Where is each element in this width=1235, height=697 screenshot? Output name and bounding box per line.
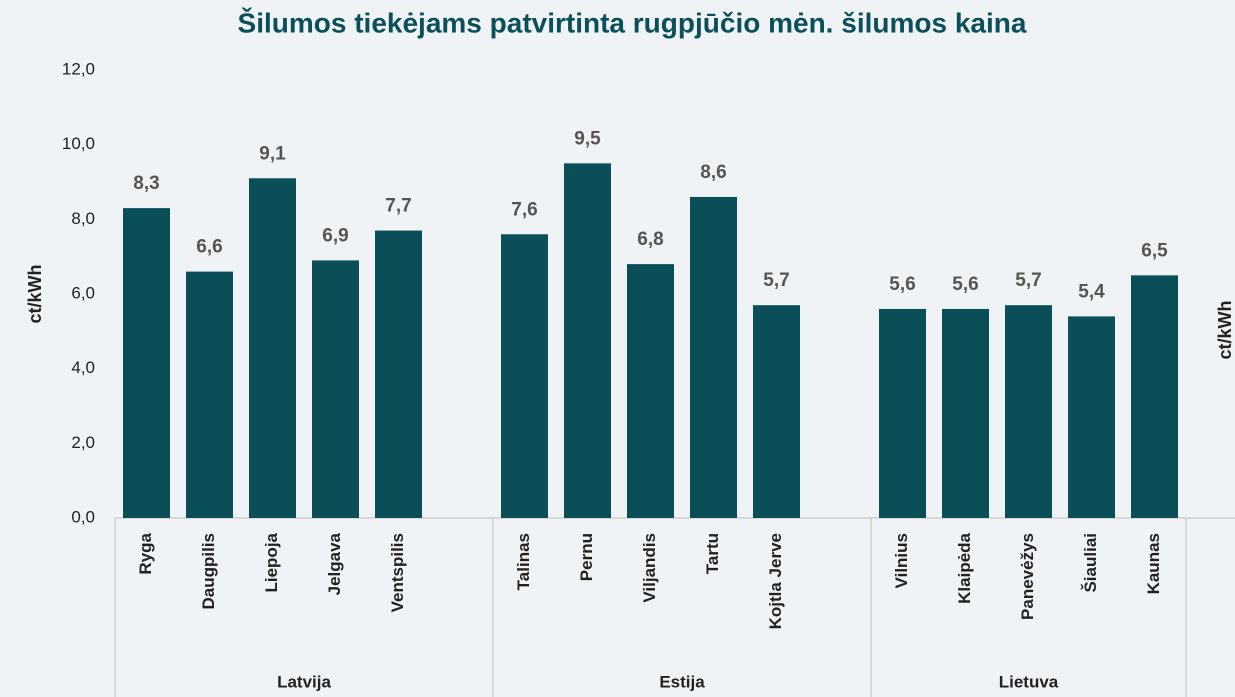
bar <box>123 208 170 518</box>
x-tick-label: Kojtla Jerve <box>766 533 785 629</box>
value-label: 5,7 <box>763 270 789 291</box>
y-tick-label: 8,0 <box>71 209 95 228</box>
x-tick-label: Ventspilis <box>388 533 407 612</box>
value-label: 8,3 <box>133 173 159 194</box>
bar <box>249 178 296 518</box>
value-label: 6,9 <box>322 225 348 246</box>
bar <box>501 234 548 518</box>
bar <box>627 264 674 518</box>
x-tick-label: Viljandis <box>640 533 659 603</box>
value-label: 5,4 <box>1078 281 1105 302</box>
y-tick-label: 10,0 <box>62 134 95 153</box>
y-tick-label: 12,0 <box>62 59 95 78</box>
bar <box>690 196 737 518</box>
x-tick-label: Šiauliai <box>1081 533 1100 593</box>
y-tick-label: 4,0 <box>71 358 95 377</box>
bar <box>312 260 359 518</box>
x-tick-label: Talinas <box>514 533 533 590</box>
value-label: 6,6 <box>196 237 222 258</box>
x-tick-label: Liepoja <box>262 532 281 592</box>
value-label: 5,6 <box>889 274 915 295</box>
value-label: 5,6 <box>952 274 978 295</box>
x-tick-label: Pernu <box>577 533 596 581</box>
value-label: 6,8 <box>637 229 663 250</box>
group-label: Estija <box>659 672 705 691</box>
y-axis-label: ct/kWh <box>25 264 45 323</box>
bar <box>186 271 233 518</box>
bar <box>1005 305 1052 518</box>
x-tick-label: Ryga <box>136 532 155 574</box>
group-label: Lietuva <box>999 672 1059 691</box>
x-tick-label: Panevėžys <box>1018 533 1037 620</box>
bar <box>1131 275 1178 518</box>
y-tick-label: 2,0 <box>71 433 95 452</box>
value-label: 7,6 <box>511 199 537 220</box>
bar <box>879 308 926 518</box>
x-tick-label: Kaunas <box>1144 533 1163 594</box>
bar <box>942 308 989 518</box>
value-label: 9,5 <box>574 128 601 149</box>
y2-axis-label: ct/kWh <box>1215 300 1235 359</box>
chart-title: Šilumos tiekėjams patvirtinta rugpjūčio … <box>238 6 1027 38</box>
value-label: 6,5 <box>1141 240 1168 261</box>
value-label: 8,6 <box>700 162 726 183</box>
bar <box>375 230 422 519</box>
value-label: 7,7 <box>385 196 411 217</box>
x-tick-label: Klaipėda <box>955 532 974 603</box>
x-tick-label: Tartu <box>703 533 722 574</box>
value-label: 9,1 <box>259 143 286 164</box>
value-label: 5,7 <box>1015 270 1041 291</box>
y-tick-label: 6,0 <box>71 283 95 302</box>
bar <box>564 163 611 519</box>
bar <box>1068 316 1115 518</box>
x-tick-label: Jelgava <box>325 532 344 595</box>
group-label: Latvija <box>277 672 331 691</box>
y-tick-label: 0,0 <box>71 507 95 526</box>
x-tick-label: Vilnius <box>892 533 911 588</box>
bar <box>753 305 800 518</box>
x-tick-label: Daugpilis <box>199 533 218 610</box>
